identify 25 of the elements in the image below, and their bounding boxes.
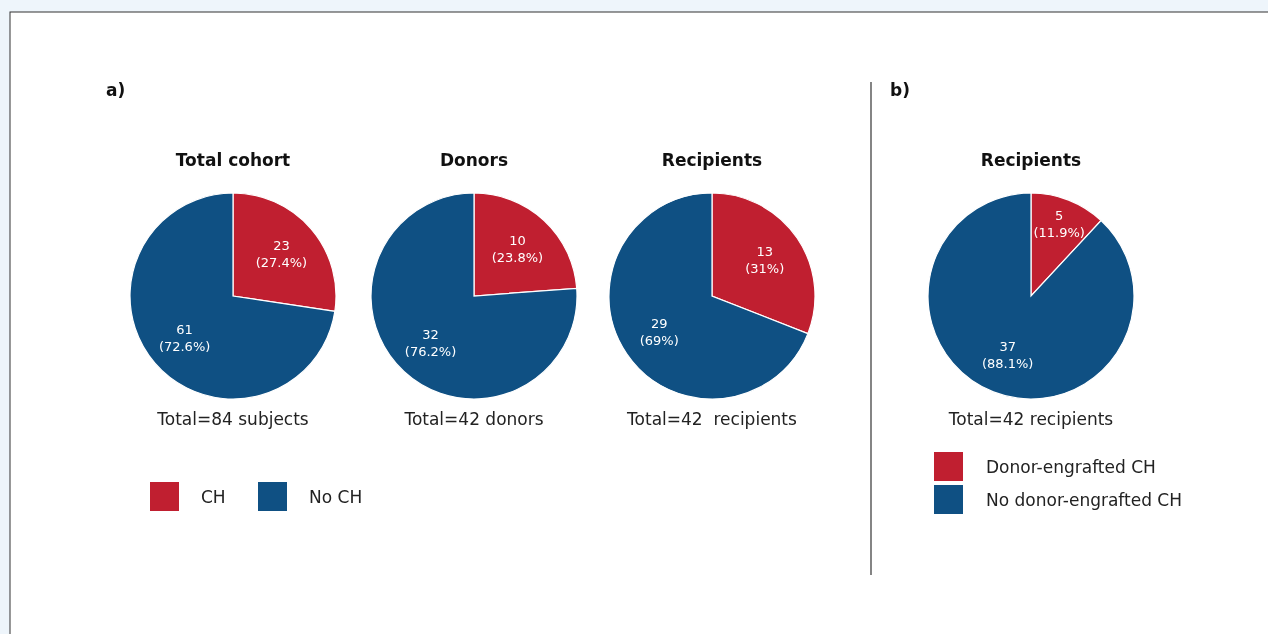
text: a) <box>106 80 126 100</box>
data-label: 5 (11.9%) <box>1033 208 1085 241</box>
text: b) <box>890 80 910 100</box>
data-label: 61 (72.6%) <box>158 321 211 354</box>
legend-label: Donor-engrafted CH <box>986 457 1156 477</box>
text: Total=42 recipients <box>626 409 798 429</box>
pie-slice <box>370 192 578 400</box>
legend-label: CH <box>201 487 226 507</box>
legend-label: No donor-engrafted CH <box>986 490 1183 510</box>
data-label: 32 (76.2%) <box>404 326 457 359</box>
text: Total=84 subjects <box>156 409 309 429</box>
data-label: 29 (69%) <box>639 315 679 348</box>
chart-title: Donors <box>439 150 509 170</box>
chart-title: Recipients <box>980 150 1082 170</box>
data-label: 13 (31%) <box>745 244 785 277</box>
chart-title: Total cohort <box>175 150 291 170</box>
data-label: 10 (23.8%) <box>491 233 544 266</box>
pie-slice <box>927 192 1135 400</box>
pie-slice <box>129 192 336 400</box>
text: Total=42 recipients <box>947 409 1114 429</box>
text: Total=42 donors <box>403 409 544 429</box>
data-label: 23 (27.4%) <box>255 238 308 271</box>
chart-title: Recipients <box>661 150 763 170</box>
legend-label: No CH <box>309 487 363 507</box>
data-label: 37 (88.1%) <box>981 339 1034 372</box>
